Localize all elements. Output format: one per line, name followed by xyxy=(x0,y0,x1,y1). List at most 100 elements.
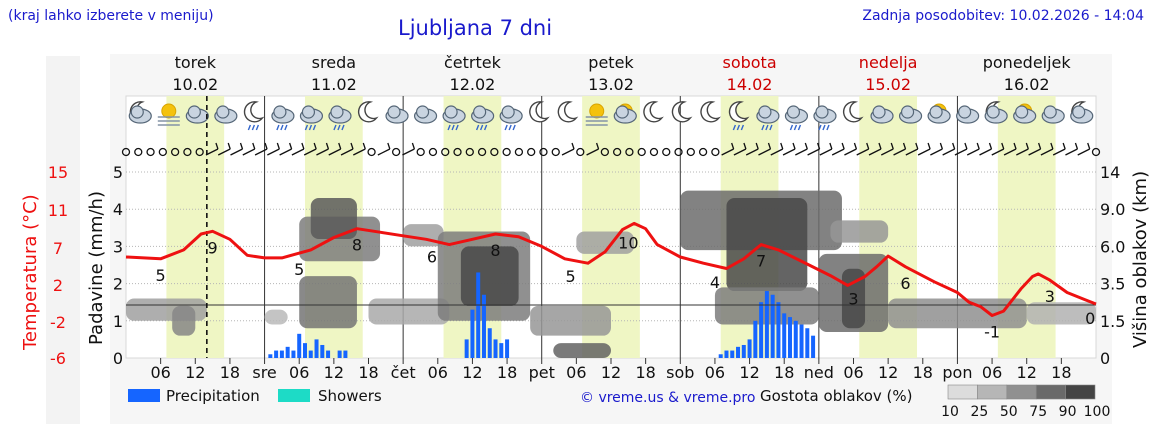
x-tick-label: 12 xyxy=(601,363,621,382)
temperature-value-label: 8 xyxy=(352,236,362,255)
cloud-density-cell xyxy=(299,276,357,329)
sun-fog-icon xyxy=(157,103,180,126)
temperature-tick-label: -2 xyxy=(50,313,66,332)
x-tick-label: 18 xyxy=(220,363,240,382)
cloud-density-cell xyxy=(553,343,611,358)
wind-barb-icon xyxy=(586,142,600,156)
precipitation-bar xyxy=(268,354,273,358)
sun-cloud-icon xyxy=(1013,103,1037,124)
sun-cloud-icon xyxy=(613,103,637,124)
wind-barb-icon xyxy=(844,142,858,156)
page-title: Ljubljana 7 dni xyxy=(398,16,553,40)
precipitation-bar xyxy=(464,339,469,358)
wind-barb-icon xyxy=(316,142,330,156)
wind-barb-icon xyxy=(291,142,305,156)
cloud-rain-icon xyxy=(442,105,466,131)
wind-calm-icon xyxy=(600,147,610,157)
credit-link[interactable]: © vreme.us & vreme.pro xyxy=(580,390,755,406)
precipitation-bar xyxy=(747,339,752,358)
x-tick-label: pet xyxy=(529,363,555,382)
wind-barb-icon xyxy=(217,142,231,156)
wind-barb-icon xyxy=(880,142,894,156)
cloud-icon xyxy=(956,105,980,124)
wind-calm-icon xyxy=(158,147,167,157)
wind-barb-icon xyxy=(1016,142,1029,156)
cloud-height-tick-label: 6.0 xyxy=(1100,237,1125,256)
precipitation-bar xyxy=(481,294,486,358)
precipitation-bar xyxy=(308,350,313,358)
cloud-density-cell xyxy=(264,309,288,325)
precipitation-bar xyxy=(302,343,307,358)
precipitation-bar xyxy=(279,350,284,358)
wind-barb-icon xyxy=(353,142,366,156)
precipitation-bar xyxy=(487,328,492,358)
cloud-density-cell xyxy=(172,305,196,336)
wind-barb-icon xyxy=(1040,142,1054,156)
cloud-height-tick-label: 0 xyxy=(1100,349,1110,368)
wind-barb-icon xyxy=(954,142,968,156)
wind-calm-icon xyxy=(662,147,671,157)
moon-rain-icon xyxy=(243,101,265,131)
x-tick-label: 18 xyxy=(774,363,794,382)
day-date: 16.02 xyxy=(1004,75,1050,94)
cloud-height-tick-label: 1.5 xyxy=(1100,312,1125,331)
precipitation-bar xyxy=(730,350,735,358)
temperature-value-label: 6 xyxy=(427,248,437,267)
temperature-value-label: 3 xyxy=(1045,287,1055,306)
wind-calm-icon xyxy=(698,147,708,157)
cloud-density-cell xyxy=(576,231,635,254)
day-date: 11.02 xyxy=(311,75,357,94)
wind-calm-icon xyxy=(551,147,560,157)
wind-calm-icon xyxy=(612,147,622,157)
day-date: 12.02 xyxy=(450,75,496,94)
x-tick-label: 06 xyxy=(428,363,448,382)
cloud-legend-label: 100 xyxy=(1084,404,1111,420)
wind-calm-icon xyxy=(465,147,474,157)
x-tick-label: 06 xyxy=(566,363,586,382)
legend-showers-swatch xyxy=(278,389,310,402)
temperature-value-label: 3 xyxy=(848,289,858,308)
precipitation-bar xyxy=(776,302,781,358)
wind-barb-icon xyxy=(942,142,956,156)
day-date: 14.02 xyxy=(727,75,773,94)
wind-calm-icon xyxy=(649,147,659,157)
wind-calm-icon xyxy=(170,147,180,157)
moon-icon xyxy=(700,101,721,123)
cloud-density-cell xyxy=(530,305,611,336)
wind-calm-icon xyxy=(134,147,143,157)
precipitation-bar xyxy=(759,302,764,358)
precipitation-tick-label: 5 xyxy=(113,163,123,182)
x-tick-label: 18 xyxy=(1051,363,1071,382)
wind-barb-icon xyxy=(1077,142,1091,156)
cloud-height-tick-label: 3.5 xyxy=(1100,275,1125,294)
temperature-value-label: 8 xyxy=(490,241,500,260)
cloud-legend-label: 50 xyxy=(1000,404,1018,420)
day-date: 13.02 xyxy=(588,75,634,94)
wind-calm-icon xyxy=(367,147,376,157)
precipitation-bar xyxy=(320,344,325,358)
wind-calm-icon xyxy=(576,147,585,157)
wind-calm-icon xyxy=(416,147,425,157)
x-tick-label: 12 xyxy=(462,363,482,382)
precipitation-bar xyxy=(793,320,798,358)
temperature-value-label: 4 xyxy=(710,273,720,292)
temperature-tick-label: 11 xyxy=(48,201,68,220)
x-tick-label: pon xyxy=(942,363,972,382)
precipitation-bar xyxy=(753,320,758,358)
temperature-value-label: 7 xyxy=(756,252,766,271)
wind-calm-icon xyxy=(146,147,155,157)
header-note[interactable]: (kraj lahko izberete v meniju) xyxy=(8,8,214,24)
legend-precipitation-swatch xyxy=(128,389,160,402)
x-tick-label: 18 xyxy=(635,363,655,382)
cloud-density-cell xyxy=(1026,302,1096,325)
moon-cloud-icon xyxy=(128,101,152,124)
day-name: ponedeljek xyxy=(983,53,1072,72)
x-tick-label: ned xyxy=(804,363,834,382)
temperature-value-label: 9 xyxy=(208,238,218,257)
cloud-icon xyxy=(1041,105,1065,124)
day-name: četrtek xyxy=(444,53,502,72)
x-tick-label: 18 xyxy=(497,363,517,382)
cloud-icon xyxy=(385,105,409,124)
cloud-legend-label: 10 xyxy=(941,404,959,420)
